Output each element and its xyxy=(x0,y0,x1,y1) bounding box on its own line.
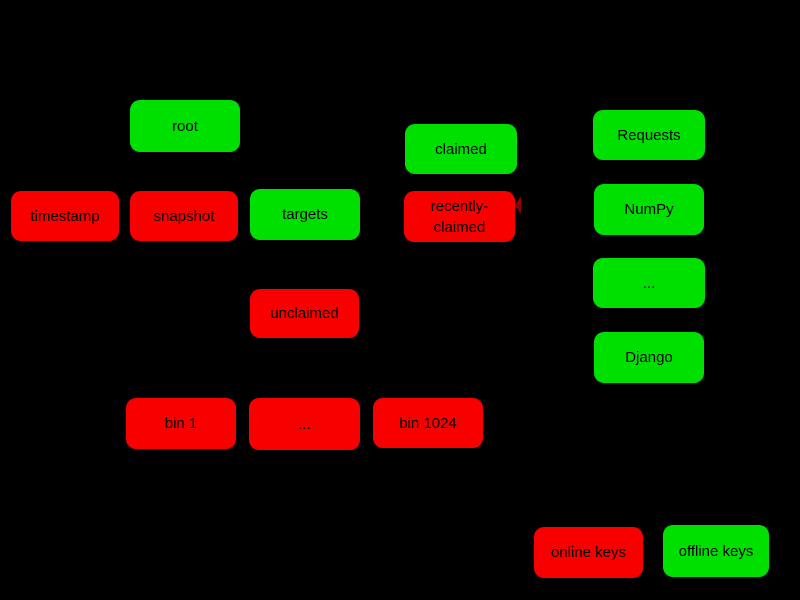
node-bin-1: bin 1 xyxy=(126,398,236,449)
node-unclaimed: unclaimed xyxy=(250,289,359,338)
node-timestamp: timestamp xyxy=(11,191,119,241)
arrowhead-artifact xyxy=(515,196,521,214)
node-label: ... xyxy=(298,415,311,433)
node-snapshot: snapshot xyxy=(130,191,238,241)
node-label: offline keys xyxy=(678,542,754,560)
node-label: unclaimed xyxy=(270,305,339,322)
node-recently-claimed: recently-claimed xyxy=(404,191,515,242)
node-label: targets xyxy=(282,206,328,223)
node-label: bin 1024 xyxy=(399,414,457,432)
node-label: bin 1 xyxy=(164,415,198,432)
node-label: timestamp xyxy=(30,207,100,225)
node-label: Django xyxy=(625,349,673,366)
node-numpy: NumPy xyxy=(594,184,704,235)
node-label: Requests xyxy=(617,126,681,144)
node-label: recently-claimed xyxy=(430,197,489,236)
node-label: ... xyxy=(642,274,656,292)
node-label: root xyxy=(172,117,198,135)
node-label: snapshot xyxy=(153,207,215,225)
node-projects-ellipsis: ... xyxy=(593,258,705,308)
node-offline-keys: offline keys xyxy=(663,525,769,577)
node-bin-1024: bin 1024 xyxy=(373,398,483,448)
node-label: NumPy xyxy=(624,201,674,218)
node-root: root xyxy=(130,100,240,152)
node-bins-ellipsis: ... xyxy=(249,398,360,450)
node-claimed: claimed xyxy=(405,124,517,174)
node-django: Django xyxy=(594,332,704,383)
node-targets: targets xyxy=(250,189,360,240)
node-label: claimed xyxy=(435,140,487,158)
node-online-keys: online keys xyxy=(534,527,643,578)
node-label: online keys xyxy=(550,544,627,561)
node-requests: Requests xyxy=(593,110,705,160)
